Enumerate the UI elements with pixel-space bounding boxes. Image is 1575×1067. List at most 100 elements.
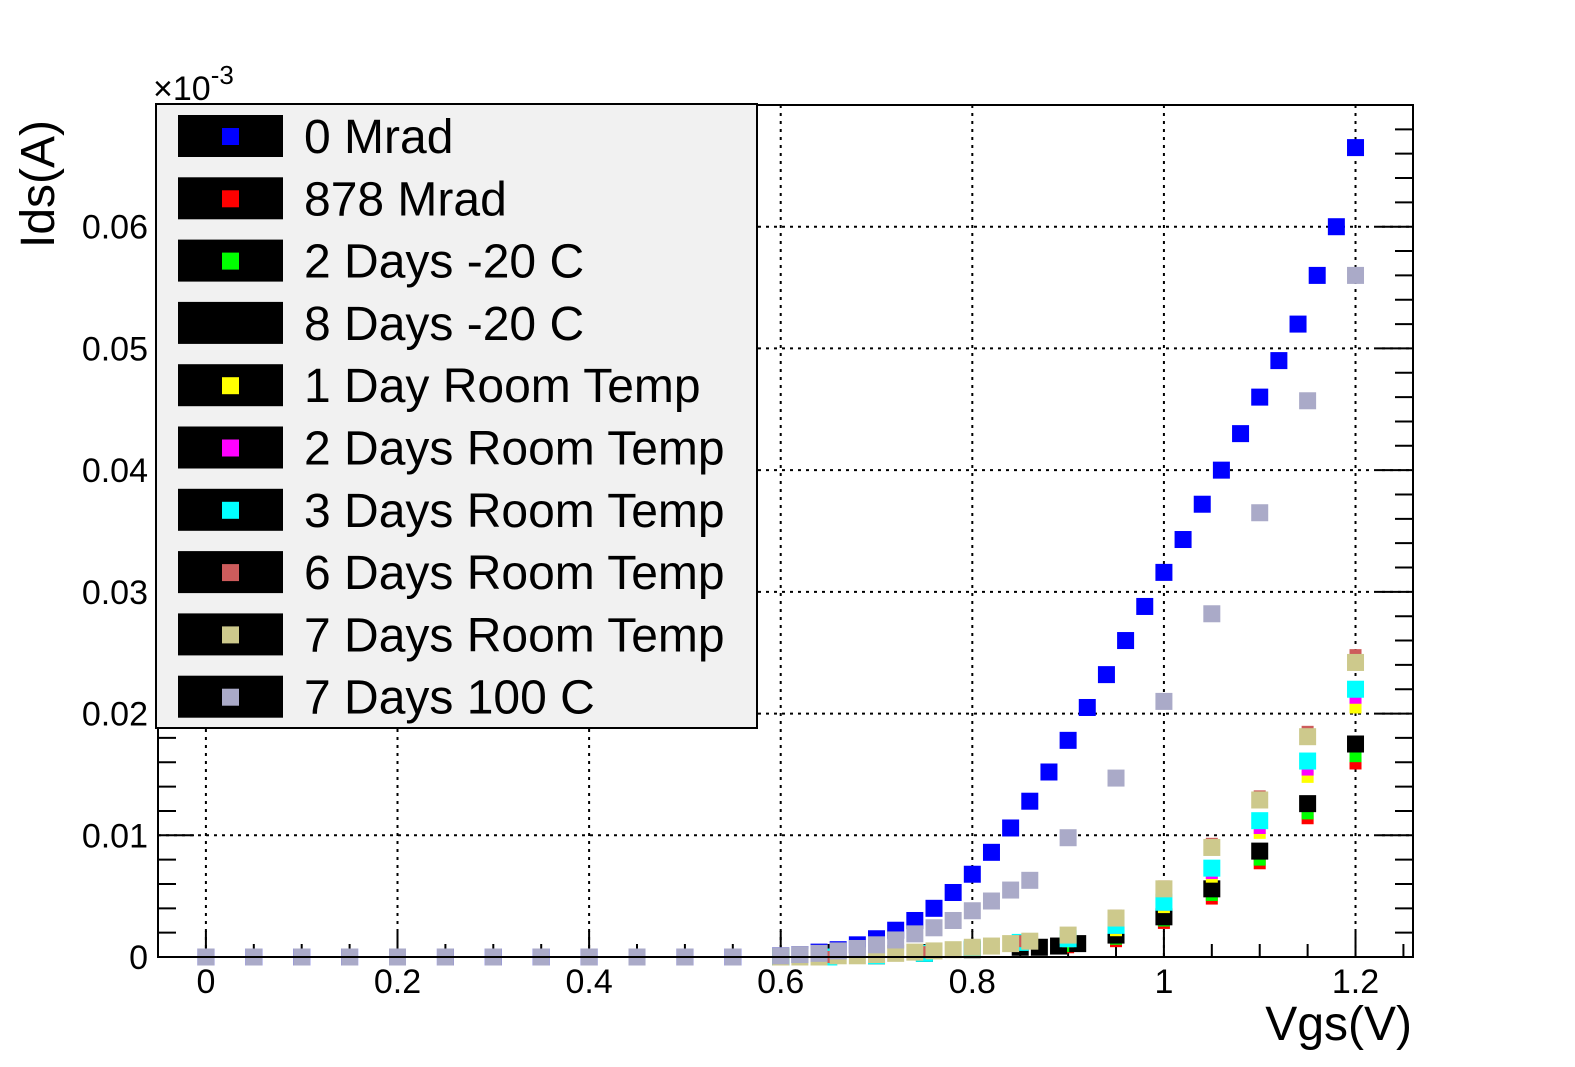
data-point (1040, 763, 1058, 781)
data-point (1232, 425, 1250, 443)
data-point (1251, 388, 1269, 406)
data-point (1097, 666, 1115, 684)
data-point (1059, 829, 1077, 847)
legend: 0 Mrad 878 Mrad 2 Days -20 C 8 Days -20 C 1 … (155, 103, 758, 729)
data-point (1347, 266, 1365, 284)
y-axis-multiplier-exponent: -3 (211, 60, 234, 90)
data-point (887, 931, 905, 949)
data-point (1203, 880, 1221, 898)
legend-entry: 3 Days Room Temp (178, 485, 725, 538)
data-point (1136, 597, 1154, 615)
legend-marker (222, 688, 239, 706)
data-point (1347, 653, 1365, 671)
legend-marker (222, 626, 239, 644)
legend-entry: 878 Mrad (178, 173, 507, 226)
data-point (829, 942, 847, 960)
data-point (1117, 632, 1135, 650)
y-tick-label: 0.02 (82, 696, 148, 734)
data-point (1299, 795, 1317, 813)
legend-marker (222, 377, 239, 395)
legend-label: 7 Days 100 C (304, 672, 595, 725)
data-point (1327, 218, 1345, 236)
y-axis-multiplier: ×10-3 (153, 60, 234, 108)
legend-marker (222, 314, 239, 332)
data-point (810, 944, 828, 962)
series-6 (772, 680, 1365, 966)
data-point (848, 939, 866, 957)
x-tick-label: 0.4 (565, 963, 612, 1001)
legend-entry: 6 Days Room Temp (178, 547, 725, 600)
data-point (963, 865, 981, 883)
data-point (944, 941, 962, 959)
data-point (1251, 842, 1269, 860)
data-point (1002, 881, 1020, 899)
legend-marker (222, 439, 239, 457)
legend-marker (222, 501, 239, 519)
data-point (982, 843, 1000, 861)
legend-entry: 0 Mrad (178, 111, 453, 164)
legend-entry: 7 Days 100 C (178, 672, 595, 725)
data-point (1174, 531, 1192, 549)
series-8 (772, 653, 1365, 966)
data-point (1270, 352, 1288, 370)
legend-marker (222, 252, 239, 270)
data-point (1002, 935, 1020, 953)
legend-marker (222, 128, 239, 145)
data-point (1347, 735, 1365, 753)
data-point (1251, 812, 1269, 830)
data-point (982, 937, 1000, 955)
data-point (772, 947, 790, 965)
data-point (1107, 909, 1125, 927)
data-point (925, 899, 943, 917)
x-tick-label: 0 (196, 963, 215, 1001)
legend-entry: 2 Days -20 C (178, 236, 584, 289)
legend-label: 2 Days Room Temp (304, 423, 725, 476)
y-axis-title: Ids(A) (12, 120, 65, 248)
data-point (1021, 792, 1039, 810)
legend-entry: 7 Days Room Temp (178, 609, 725, 662)
data-point (906, 925, 924, 943)
data-point (1251, 791, 1269, 809)
x-axis-title: Vgs(V) (1265, 998, 1412, 1051)
legend-label: 7 Days Room Temp (304, 609, 725, 662)
data-point (1078, 698, 1096, 716)
legend-label: 6 Days Room Temp (304, 547, 725, 600)
y-tick-label: 0 (129, 939, 148, 977)
y-tick-label: 0.04 (82, 452, 148, 490)
data-point (1193, 495, 1211, 513)
data-point (1107, 769, 1125, 787)
legend-entry: 1 Day Room Temp (178, 360, 701, 413)
data-point (1203, 605, 1221, 623)
data-point (1155, 893, 1173, 911)
data-point (963, 938, 981, 956)
legend-label: 0 Mrad (304, 111, 453, 164)
data-point (963, 902, 981, 920)
data-point (1299, 752, 1317, 770)
data-point (1212, 461, 1230, 479)
series-7 (774, 649, 1362, 963)
data-point (1347, 139, 1365, 157)
data-point (1059, 926, 1077, 944)
y-tick-label: 0.03 (82, 574, 148, 612)
y-tick-label: 0.06 (82, 209, 148, 247)
data-point (1059, 731, 1077, 749)
x-tick-label: 0.8 (949, 963, 996, 1001)
data-point (1021, 932, 1039, 950)
x-tick-label: 0.6 (757, 963, 804, 1001)
data-point (1299, 392, 1317, 410)
data-point (791, 946, 809, 964)
data-point (1203, 859, 1221, 877)
data-point (1203, 838, 1221, 856)
legend-entry: 8 Days -20 C (178, 298, 584, 351)
legend-entry: 2 Days Room Temp (178, 423, 725, 476)
legend-label: 1 Day Room Temp (304, 360, 701, 413)
data-point (1021, 871, 1039, 889)
x-tick-label: 1.2 (1332, 963, 1379, 1001)
data-point (925, 919, 943, 937)
data-point (1299, 728, 1317, 746)
legend-marker (222, 564, 239, 582)
data-point (868, 936, 886, 954)
data-point (1155, 563, 1173, 581)
data-point (1002, 819, 1020, 837)
legend-label: 2 Days -20 C (304, 236, 584, 289)
